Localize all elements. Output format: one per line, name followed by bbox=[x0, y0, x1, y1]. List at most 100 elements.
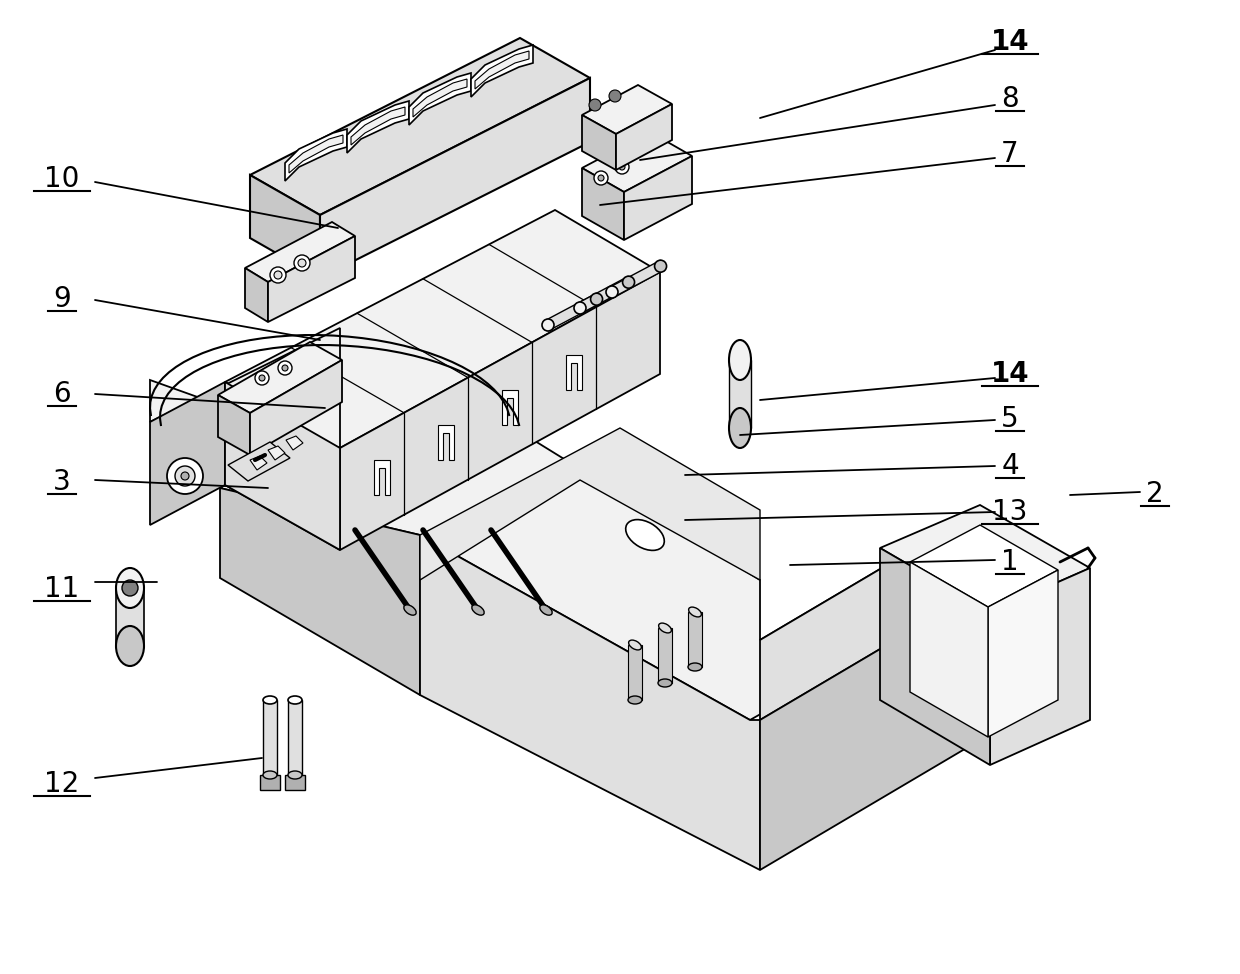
Polygon shape bbox=[988, 570, 1058, 737]
Polygon shape bbox=[268, 236, 355, 322]
Circle shape bbox=[615, 160, 629, 174]
Polygon shape bbox=[347, 101, 409, 153]
Circle shape bbox=[175, 466, 195, 486]
Polygon shape bbox=[880, 505, 1090, 612]
Polygon shape bbox=[224, 382, 340, 550]
Polygon shape bbox=[688, 612, 702, 667]
Text: 1: 1 bbox=[1001, 548, 1019, 576]
Polygon shape bbox=[340, 272, 660, 550]
Text: 3: 3 bbox=[53, 468, 71, 496]
Polygon shape bbox=[413, 79, 467, 117]
Polygon shape bbox=[582, 85, 672, 134]
Text: 6: 6 bbox=[53, 380, 71, 408]
Polygon shape bbox=[438, 426, 454, 460]
Polygon shape bbox=[285, 129, 347, 181]
Circle shape bbox=[181, 472, 188, 480]
Polygon shape bbox=[289, 135, 343, 173]
Polygon shape bbox=[582, 115, 616, 170]
Polygon shape bbox=[286, 436, 303, 450]
Polygon shape bbox=[224, 382, 340, 550]
Ellipse shape bbox=[590, 293, 603, 305]
Ellipse shape bbox=[288, 771, 303, 779]
Polygon shape bbox=[760, 510, 980, 720]
Polygon shape bbox=[218, 395, 250, 455]
Circle shape bbox=[294, 255, 310, 271]
Polygon shape bbox=[250, 175, 320, 278]
Polygon shape bbox=[250, 360, 342, 455]
Ellipse shape bbox=[729, 340, 751, 380]
Polygon shape bbox=[420, 535, 760, 870]
Ellipse shape bbox=[117, 626, 144, 666]
Polygon shape bbox=[880, 548, 990, 765]
Ellipse shape bbox=[627, 696, 642, 704]
Ellipse shape bbox=[622, 277, 635, 288]
Polygon shape bbox=[760, 590, 980, 870]
Ellipse shape bbox=[655, 260, 667, 272]
Polygon shape bbox=[224, 210, 660, 448]
Ellipse shape bbox=[688, 663, 702, 671]
Polygon shape bbox=[320, 78, 590, 278]
Text: 8: 8 bbox=[1001, 85, 1019, 113]
Circle shape bbox=[598, 175, 604, 181]
Circle shape bbox=[619, 164, 625, 170]
Polygon shape bbox=[263, 700, 277, 775]
Polygon shape bbox=[246, 222, 355, 282]
Ellipse shape bbox=[263, 771, 277, 779]
Ellipse shape bbox=[729, 408, 751, 448]
Polygon shape bbox=[150, 328, 340, 448]
Polygon shape bbox=[374, 461, 391, 496]
Ellipse shape bbox=[288, 696, 303, 704]
Text: 14: 14 bbox=[991, 360, 1029, 388]
Polygon shape bbox=[471, 45, 533, 97]
Polygon shape bbox=[910, 525, 1058, 607]
Circle shape bbox=[167, 458, 203, 494]
Polygon shape bbox=[565, 355, 582, 390]
Polygon shape bbox=[117, 588, 144, 646]
Text: 5: 5 bbox=[1001, 405, 1019, 433]
Ellipse shape bbox=[539, 605, 552, 616]
Circle shape bbox=[270, 267, 286, 283]
Text: 4: 4 bbox=[1001, 452, 1019, 480]
Text: 14: 14 bbox=[991, 28, 1029, 56]
Text: 9: 9 bbox=[53, 285, 71, 313]
Polygon shape bbox=[351, 107, 405, 145]
Circle shape bbox=[594, 171, 608, 185]
Text: 13: 13 bbox=[992, 498, 1028, 526]
Polygon shape bbox=[548, 293, 596, 331]
Circle shape bbox=[589, 99, 601, 111]
Polygon shape bbox=[218, 342, 342, 413]
Ellipse shape bbox=[629, 640, 641, 650]
Text: 2: 2 bbox=[1146, 480, 1164, 508]
Ellipse shape bbox=[574, 302, 587, 314]
Polygon shape bbox=[658, 628, 672, 683]
Text: 11: 11 bbox=[45, 575, 79, 603]
Circle shape bbox=[281, 365, 288, 371]
Ellipse shape bbox=[688, 607, 702, 617]
Ellipse shape bbox=[606, 286, 618, 298]
Polygon shape bbox=[150, 382, 224, 525]
Polygon shape bbox=[219, 370, 980, 720]
Ellipse shape bbox=[542, 319, 554, 331]
Polygon shape bbox=[228, 442, 290, 481]
Circle shape bbox=[255, 371, 269, 385]
Text: 10: 10 bbox=[45, 165, 79, 193]
Polygon shape bbox=[502, 390, 518, 425]
Polygon shape bbox=[613, 260, 661, 298]
Circle shape bbox=[278, 361, 291, 375]
Polygon shape bbox=[580, 277, 629, 314]
Polygon shape bbox=[624, 156, 692, 240]
Polygon shape bbox=[627, 645, 642, 700]
Circle shape bbox=[122, 580, 138, 596]
Polygon shape bbox=[246, 268, 268, 322]
Circle shape bbox=[609, 90, 621, 102]
Polygon shape bbox=[616, 104, 672, 170]
Polygon shape bbox=[582, 132, 692, 192]
Circle shape bbox=[274, 271, 281, 279]
Polygon shape bbox=[729, 360, 751, 428]
Polygon shape bbox=[285, 775, 305, 790]
Polygon shape bbox=[420, 428, 760, 580]
Polygon shape bbox=[475, 51, 529, 89]
Text: 7: 7 bbox=[1001, 140, 1019, 168]
Polygon shape bbox=[582, 168, 624, 240]
Polygon shape bbox=[219, 488, 420, 695]
